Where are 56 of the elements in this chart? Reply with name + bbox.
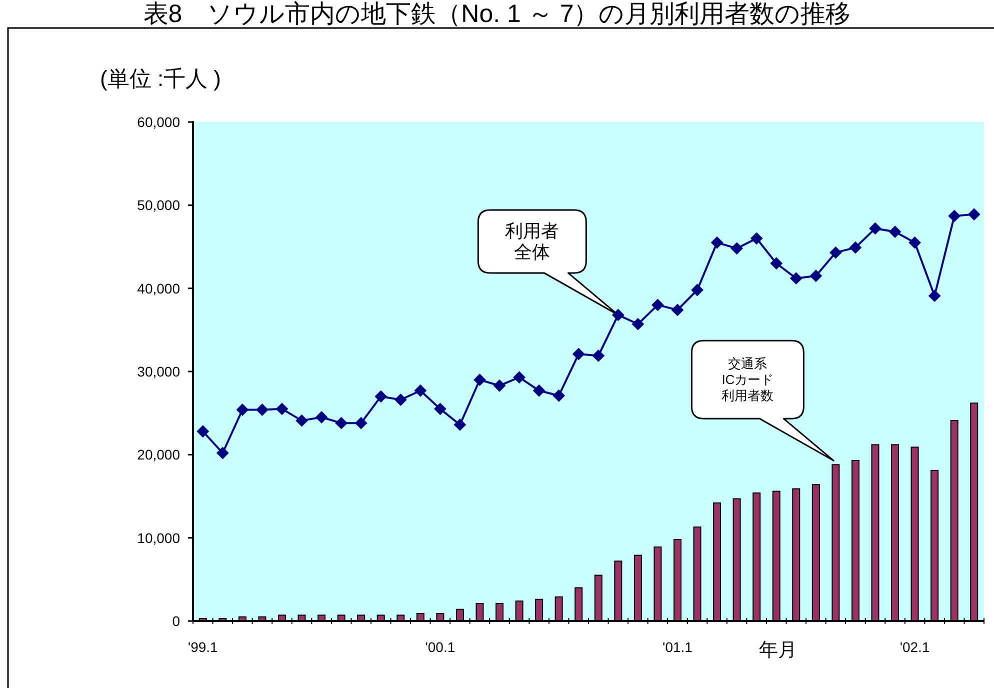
x-tick-label: '02.1 (900, 639, 930, 655)
point (552, 390, 565, 402)
point (968, 208, 980, 220)
point (355, 417, 368, 430)
point (374, 390, 387, 402)
point (513, 371, 526, 384)
point (296, 414, 308, 427)
point (612, 308, 624, 321)
point (474, 374, 486, 386)
point (869, 222, 882, 234)
y-tick-label: 0 (172, 613, 180, 629)
point (454, 418, 466, 431)
x-tick-label: '00.1 (425, 639, 456, 655)
point (790, 272, 802, 284)
point (335, 417, 348, 430)
point (889, 226, 902, 238)
point (196, 425, 209, 438)
point (216, 447, 229, 460)
y-tick-label: 50,000 (137, 197, 180, 214)
point (236, 404, 248, 416)
point (671, 304, 684, 316)
point (691, 284, 704, 296)
y-tick-label: 10,000 (137, 530, 180, 546)
y-tick-label: 40,000 (137, 280, 180, 296)
point (652, 298, 664, 311)
y-axis-title: (単位 :千人 ) (100, 66, 221, 91)
point (908, 236, 921, 249)
point (494, 380, 506, 392)
point (770, 257, 782, 270)
point (830, 246, 842, 259)
point (632, 318, 644, 330)
y-tick-label: 20,000 (137, 446, 180, 463)
point (810, 270, 822, 282)
point (434, 402, 446, 415)
point (572, 348, 585, 360)
y-tick-label: 30,000 (137, 364, 180, 380)
point (849, 242, 862, 254)
point (592, 350, 604, 362)
annotation: 利用者全体 (505, 221, 560, 262)
chart-title: 表8 ソウル市内の地下鉄（No. 1 ～ 7）の月別利用者数の推移 (143, 0, 851, 28)
point (394, 394, 407, 406)
y-tick-label: 60,000 (137, 114, 180, 130)
x-tick-label: '99.1 (188, 639, 218, 655)
x-tick-label: '01.1 (662, 639, 693, 655)
point (711, 236, 724, 249)
point (276, 402, 288, 415)
point (533, 384, 546, 397)
point (316, 411, 328, 424)
point (730, 242, 743, 254)
point (256, 404, 268, 416)
annotation: 交通系ICカード利用者数 (722, 356, 774, 404)
point (928, 290, 941, 302)
point (750, 232, 763, 244)
x-axis-title: 年月 (759, 640, 797, 661)
point (414, 384, 426, 397)
point (948, 210, 960, 222)
